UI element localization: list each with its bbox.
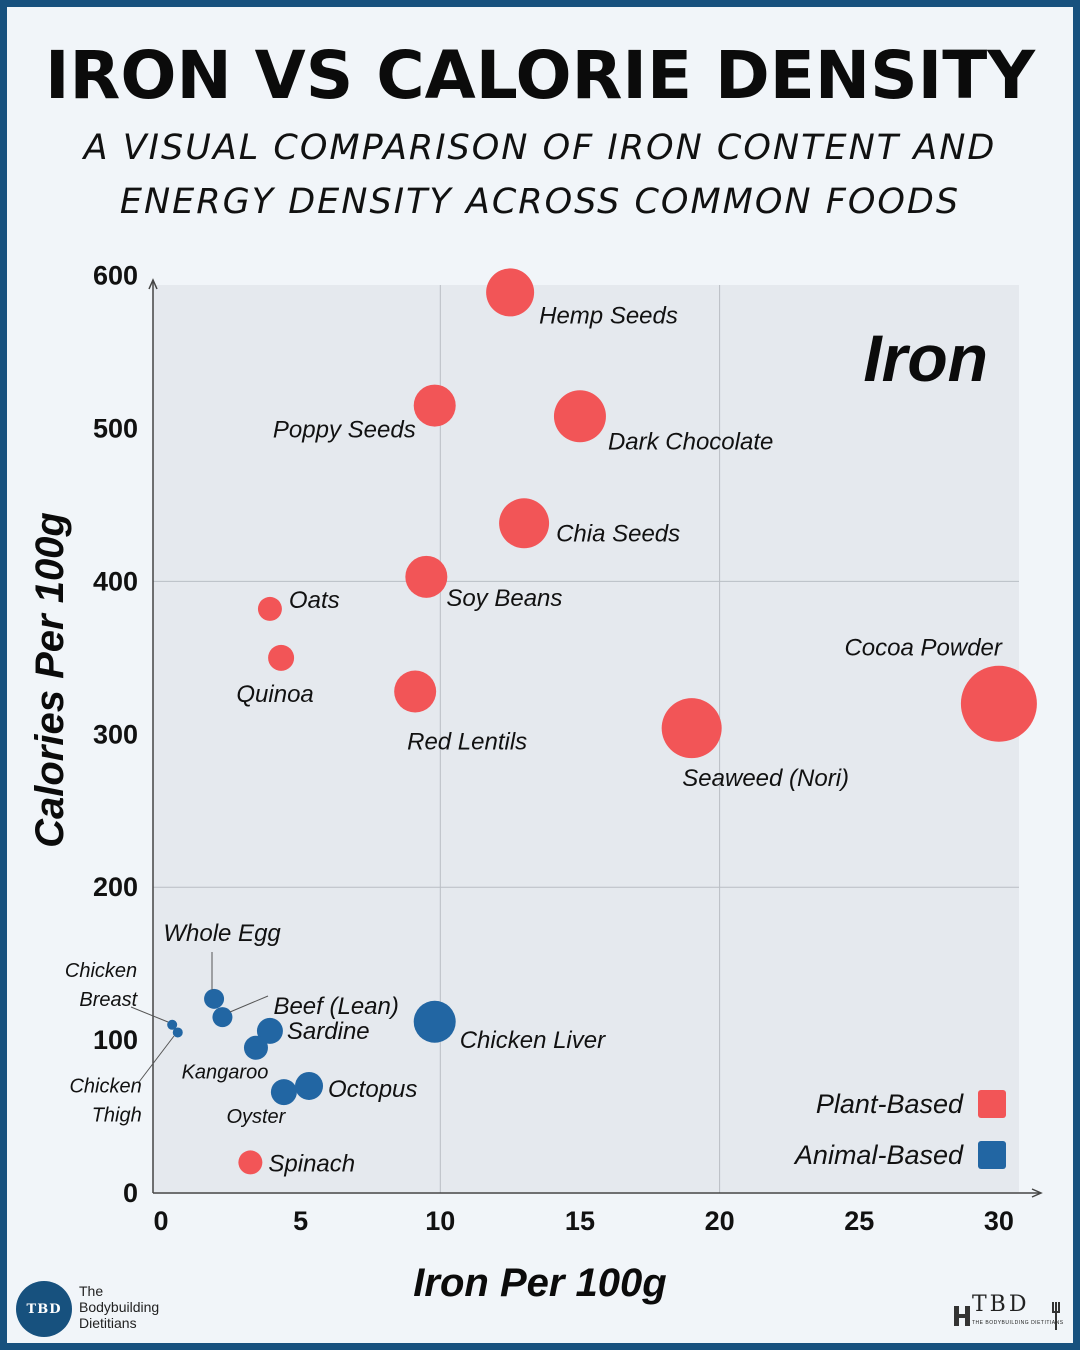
data-label-chicken-thigh: Chicken Thigh [69,1075,141,1126]
x-tick-label: 5 [293,1206,308,1236]
data-label-whole-egg: Whole Egg [163,920,281,947]
y-axis-arrow-icon [148,278,158,290]
leader-line-chicken-thigh [138,1035,175,1083]
data-label-oyster: Oyster [226,1106,286,1128]
data-label-sardine: Sardine [287,1018,370,1045]
subtitle-line-1: A VISUAL COMPARISON OF IRON CONTENT AND [83,128,997,168]
x-tick-label: 15 [565,1206,595,1236]
y-tick-label: 600 [93,261,138,291]
legend-swatch-plant [978,1090,1006,1118]
data-label-hemp-seeds: Hemp Seeds [539,302,678,329]
point-octopus [295,1071,324,1100]
y-tick-label: 200 [93,872,138,902]
point-cocoa-powder [960,665,1037,742]
y-tick-label: 400 [93,566,138,596]
y-axis-title: Calories Per 100g [28,512,72,848]
point-whole-egg [204,988,225,1009]
x-axis-title: Iron Per 100g [413,1261,666,1305]
x-tick-label: 0 [153,1206,168,1236]
brand-name-line-2: Bodybuilding [79,1299,160,1315]
point-spinach [238,1150,263,1175]
y-tick-label: 100 [93,1025,138,1055]
point-chicken-thigh [172,1027,183,1038]
point-sardine [256,1017,283,1044]
point-quinoa [268,644,295,671]
data-label-spinach: Spinach [268,1150,355,1177]
data-label-poppy-seeds: Poppy Seeds [273,417,416,444]
point-chicken-breast [167,1019,178,1030]
point-hemp-seeds [486,268,535,317]
data-label-octopus: Octopus [328,1076,417,1103]
point-dark-chocolate [553,390,606,443]
data-label-cocoa-powder: Cocoa Powder [844,635,1002,662]
panel-label: Iron [863,321,988,395]
y-tick-label: 500 [93,414,138,444]
x-tick-label: 20 [705,1206,735,1236]
brand-name-line-3: Dietitians [79,1315,137,1331]
leader-lines [130,952,269,1083]
x-tick-label: 10 [425,1206,455,1236]
legend-swatch-animal [978,1141,1006,1169]
brand-logo-right-subtext: THE BODYBUILDING DIETITIANS [972,1320,1064,1326]
point-chicken-liver [413,1000,456,1043]
legend-label-animal: Animal-Based [793,1140,964,1170]
data-label-chicken-liver: Chicken Liver [460,1027,606,1054]
brand-logo-icon: TBD [16,1281,72,1337]
y-tick-label: 300 [93,719,138,749]
legend: Plant-Based Animal-Based [793,1089,1006,1170]
data-labels: Hemp Seeds Poppy Seeds Dark Chocolate Chia … [65,302,1003,1177]
y-tick-label: 0 [123,1178,138,1208]
data-label-beef-lean: Beef (Lean) [273,993,398,1020]
point-chia-seeds [499,498,550,549]
point-red-lentils [394,670,437,713]
data-label-chicken-breast: Chicken Breast [65,960,139,1011]
axes [148,278,1043,1198]
data-label-quinoa: Quinoa [236,681,313,708]
point-poppy-seeds [413,384,456,427]
x-tick-label: 25 [844,1206,874,1236]
data-label-chia-seeds: Chia Seeds [556,520,680,547]
fork-icon [1052,1302,1060,1330]
x-tick-label: 30 [984,1206,1014,1236]
point-soy-beans [405,555,448,598]
x-axis-arrow-icon [1031,1188,1043,1198]
point-oats [257,596,282,621]
point-oyster [270,1079,297,1106]
brand-logo-right-text: TBD [972,1292,1030,1317]
point-beef-lean [212,1007,233,1028]
brand-name-line-1: The [79,1283,104,1299]
data-label-red-lentils: Red Lentils [407,728,527,755]
leader-line-chicken-breast [130,1006,169,1023]
data-points [167,268,1037,1175]
point-kangaroo [243,1035,268,1060]
data-label-dark-chocolate: Dark Chocolate [608,428,773,455]
legend-label-plant: Plant-Based [816,1089,964,1119]
data-label-oats: Oats [289,587,340,614]
data-label-kangaroo: Kangaroo [182,1062,269,1084]
dumbbell-icon [954,1304,970,1328]
data-label-seaweed-nori: Seaweed (Nori) [682,765,849,792]
leader-line-beef-lean [229,995,269,1013]
point-seaweed-nori [661,698,722,759]
page-title: IRON VS CALORIE DENSITY [44,37,1036,114]
data-label-soy-beans: Soy Beans [446,585,562,612]
brand-logo-right: TBD THE BODYBUILDING DIETITIANS [948,1292,1066,1336]
subtitle-line-2: ENERGY DENSITY ACROSS COMMON FOODS [119,182,961,222]
